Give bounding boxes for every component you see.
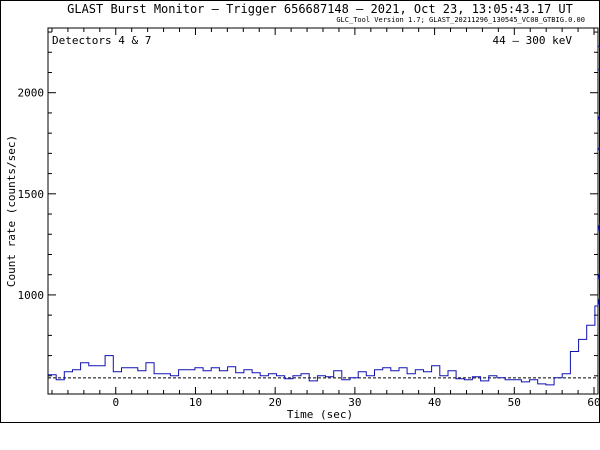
x-axis-label: Time (sec) — [287, 408, 353, 421]
x-tick-label: 0 — [112, 396, 119, 409]
chart-subtitle: GLC_Tool Version 1.7; GLAST_20211296_130… — [336, 16, 585, 24]
y-tick-label: 1000 — [18, 289, 45, 302]
x-tick-label: 30 — [348, 396, 361, 409]
x-tick-label: 60 — [587, 396, 600, 409]
detector-annotation: Detectors 4 & 7 — [52, 34, 151, 47]
y-ticks: 1000 1500 2000 — [18, 31, 598, 377]
y-tick-label: 1500 — [18, 188, 45, 201]
lightcurve-series — [48, 45, 600, 386]
x-tick-label: 40 — [428, 396, 441, 409]
energy-annotation: 44 – 300 keV — [493, 34, 573, 47]
x-tick-label: 50 — [508, 396, 521, 409]
x-ticks: 0 10 20 30 40 50 60 — [51, 28, 600, 409]
x-tick-label: 10 — [189, 396, 202, 409]
y-tick-label: 2000 — [18, 87, 45, 100]
y-axis-label: Count rate (counts/sec) — [5, 135, 18, 287]
x-tick-label: 20 — [269, 396, 282, 409]
chart-title: GLAST Burst Monitor – Trigger 656687148 … — [67, 2, 573, 16]
